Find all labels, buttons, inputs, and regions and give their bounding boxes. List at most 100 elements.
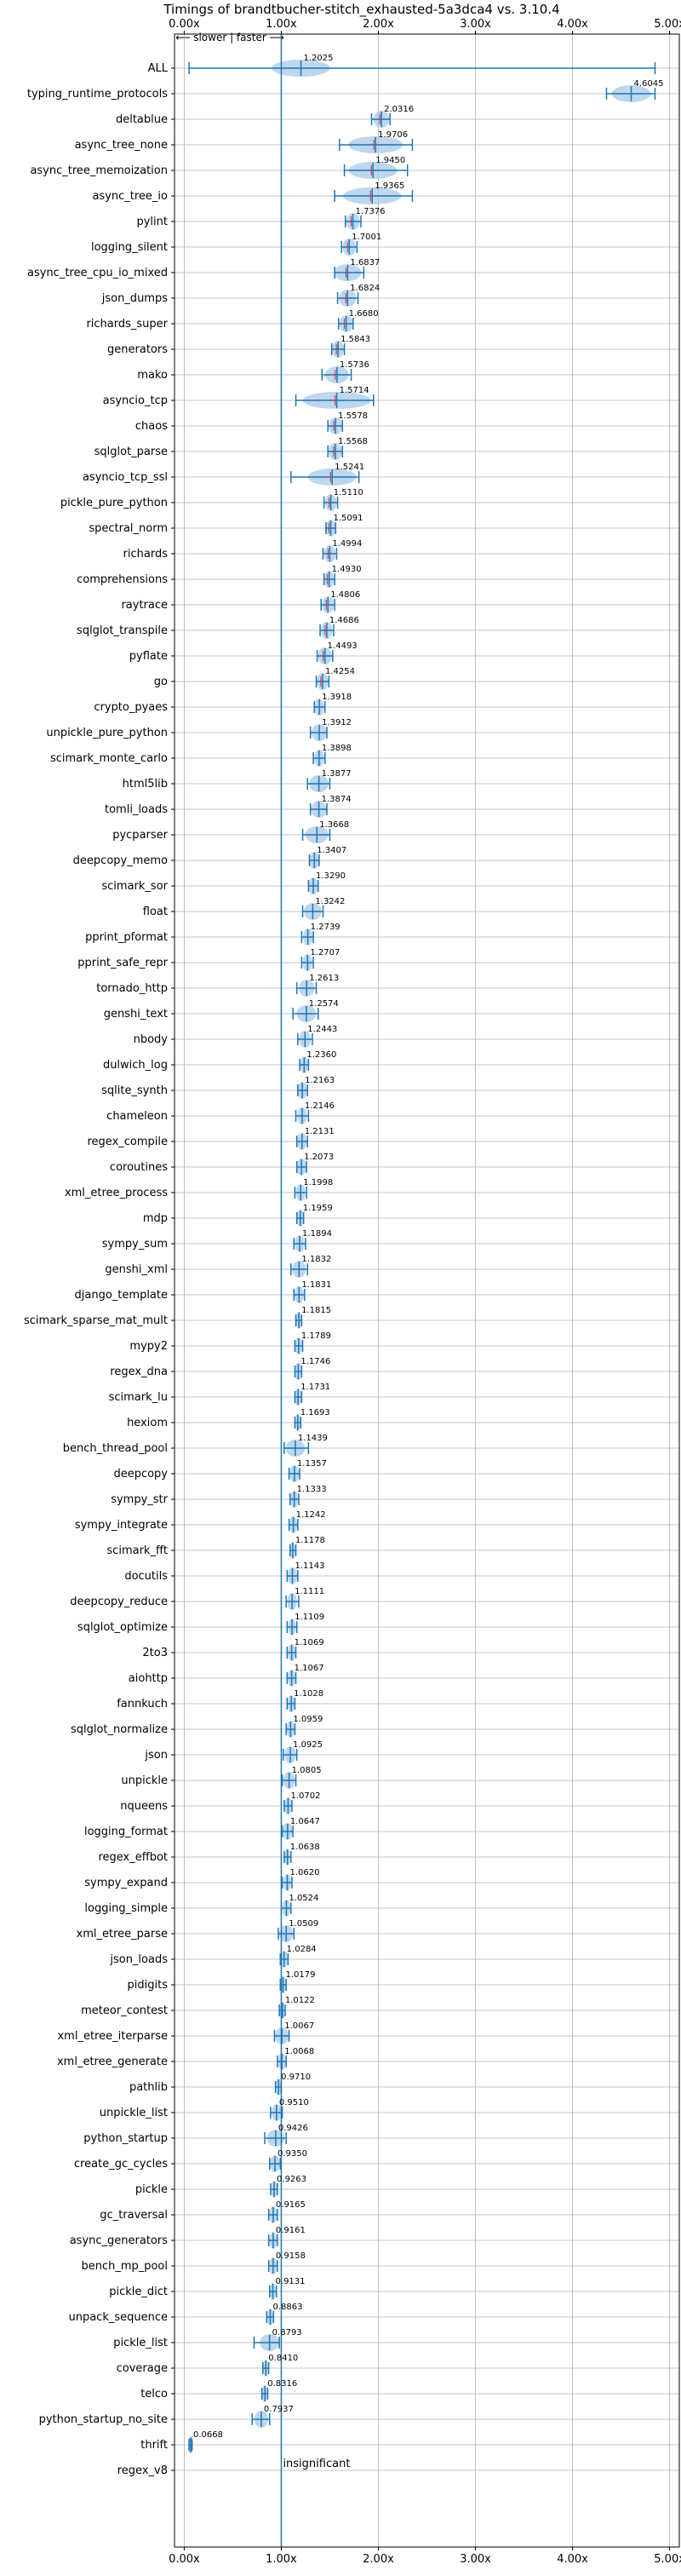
data-label: 1.5241 [335, 463, 364, 472]
row-label: tornado_http [96, 982, 168, 995]
row-label: python_startup_no_site [39, 2413, 168, 2426]
data-label: 1.5568 [338, 437, 368, 446]
row-label: scimark_fft [106, 1544, 168, 1557]
row-label: mypy2 [129, 1340, 168, 1353]
row-label: chameleon [106, 1110, 168, 1123]
data-label: 1.1028 [294, 1689, 323, 1699]
data-label: 1.5578 [338, 411, 368, 421]
x-tick-label-top: 2.00x [363, 18, 394, 31]
data-label: 1.0068 [284, 2047, 314, 2056]
data-label: 1.4254 [325, 667, 355, 676]
data-label: 1.1067 [295, 1664, 324, 1673]
data-label: 2.0316 [384, 105, 414, 114]
data-label: 1.2131 [305, 1127, 335, 1136]
marks-layer [188, 34, 656, 2547]
row-label: crypto_pyaes [94, 701, 168, 714]
row-label: regex_v8 [117, 2464, 168, 2477]
data-label: 1.0702 [290, 1791, 320, 1801]
row-label: scimark_lu [109, 1391, 168, 1404]
row-label: sqlite_synth [101, 1084, 168, 1097]
data-label: 1.2443 [307, 1025, 337, 1034]
data-label: 1.4994 [332, 539, 362, 549]
row-label: sqlglot_optimize [77, 1621, 168, 1634]
data-label: 1.3668 [319, 820, 349, 830]
row-label: sqlglot_transpile [77, 624, 168, 637]
data-label: 1.1439 [298, 1434, 328, 1443]
row-label: unpack_sequence [68, 2311, 168, 2324]
x-tick-label-bottom: 1.00x [266, 2553, 297, 2566]
data-label: 1.5714 [340, 386, 369, 395]
data-label: 1.0067 [284, 2021, 314, 2031]
data-label: 1.6680 [349, 309, 379, 319]
x-tick-label-bottom: 0.00x [169, 2553, 200, 2566]
direction-note: ⟵ slower | faster ⟶ [175, 32, 284, 43]
row-label: async_tree_io [92, 190, 168, 203]
row-label: async_generators [70, 2234, 169, 2247]
row-label: 2to3 [142, 1647, 168, 1659]
data-label: 1.3898 [322, 744, 352, 753]
data-label: 1.9365 [375, 181, 404, 191]
row-label: sqlglot_normalize [71, 1723, 168, 1736]
data-label: 1.0524 [289, 1894, 318, 1903]
row-label: scimark_sparse_mat_mult [24, 1314, 168, 1327]
row-label: unpickle_pure_python [46, 727, 168, 739]
data-label: 1.1111 [295, 1587, 324, 1596]
row-label: pprint_pformat [85, 931, 168, 944]
x-tick-label-top: 1.00x [266, 18, 297, 31]
data-label: 1.9706 [378, 130, 408, 140]
row-label: go [154, 676, 168, 688]
data-label: 1.0959 [293, 1715, 323, 1724]
row-label: create_gc_cycles [74, 2158, 168, 2171]
data-label: 1.4686 [329, 616, 359, 625]
row-label: thrift [140, 2439, 168, 2452]
data-label: 1.0925 [293, 1740, 323, 1750]
row-label: sympy_expand [84, 1877, 168, 1889]
data-label: 1.2025 [304, 54, 334, 63]
data-label: 1.1333 [297, 1485, 327, 1494]
row-label: scimark_monte_carlo [50, 752, 168, 765]
data-label: 0.8316 [267, 2379, 297, 2389]
row-label: regex_effbot [98, 1851, 168, 1864]
data-label: 1.1143 [295, 1561, 324, 1571]
row-label: pycparser [112, 829, 168, 842]
row-label: generators [107, 343, 168, 356]
row-label: genshi_text [104, 1008, 168, 1021]
row-label: bench_mp_pool [81, 2260, 168, 2273]
data-label: 1.2073 [304, 1153, 334, 1162]
x-tick-label-top: 3.00x [460, 18, 491, 31]
row-label: tomli_loads [105, 803, 168, 816]
data-label: 1.3918 [322, 693, 352, 702]
row-label: xml_etree_iterparse [57, 2030, 168, 2043]
data-label: 1.1069 [295, 1638, 324, 1647]
data-label: 1.2163 [305, 1076, 335, 1085]
data-label: 0.9161 [276, 2226, 306, 2235]
data-label: 1.1693 [300, 1408, 330, 1417]
row-label: mdp [143, 1212, 168, 1225]
row-label: pickle [135, 2183, 168, 2196]
row-label: xml_etree_process [65, 1187, 168, 1199]
data-label: 1.2574 [309, 999, 339, 1009]
row-label: coroutines [110, 1161, 168, 1174]
x-tick-label-top: 4.00x [557, 18, 588, 31]
data-label: 1.4806 [330, 590, 360, 600]
row-label: regex_dna [110, 1366, 168, 1378]
x-tick-label-bottom: 2.00x [363, 2553, 394, 2566]
data-label: 1.2739 [311, 923, 340, 932]
row-label: json [144, 1749, 168, 1762]
row-label: meteor_contest [81, 2004, 168, 2017]
row-label: deepcopy_memo [73, 854, 168, 867]
data-label: 1.5736 [340, 360, 369, 370]
data-label: 1.5091 [333, 514, 363, 523]
row-label: html5lib [123, 778, 168, 791]
row-label: logging_simple [84, 1902, 168, 1915]
labels-layer: 0.00x 0.00x 1.00x 1.00x 2.00x 2.00x 3.00x 3.00x… [24, 18, 681, 2566]
row-label: bench_thread_pool [63, 1442, 168, 1455]
chart-title: Timings of brandtbucher-stitch_exhausted… [163, 2, 559, 18]
row-label: spectral_norm [89, 522, 168, 535]
row-label: xml_etree_parse [77, 1928, 168, 1941]
row-label: raytrace [121, 599, 168, 612]
row-label: docutils [124, 1570, 168, 1583]
row-label: ALL [148, 62, 169, 75]
data-label: 1.5110 [334, 488, 363, 497]
row-label: json_loads [109, 1953, 168, 1966]
